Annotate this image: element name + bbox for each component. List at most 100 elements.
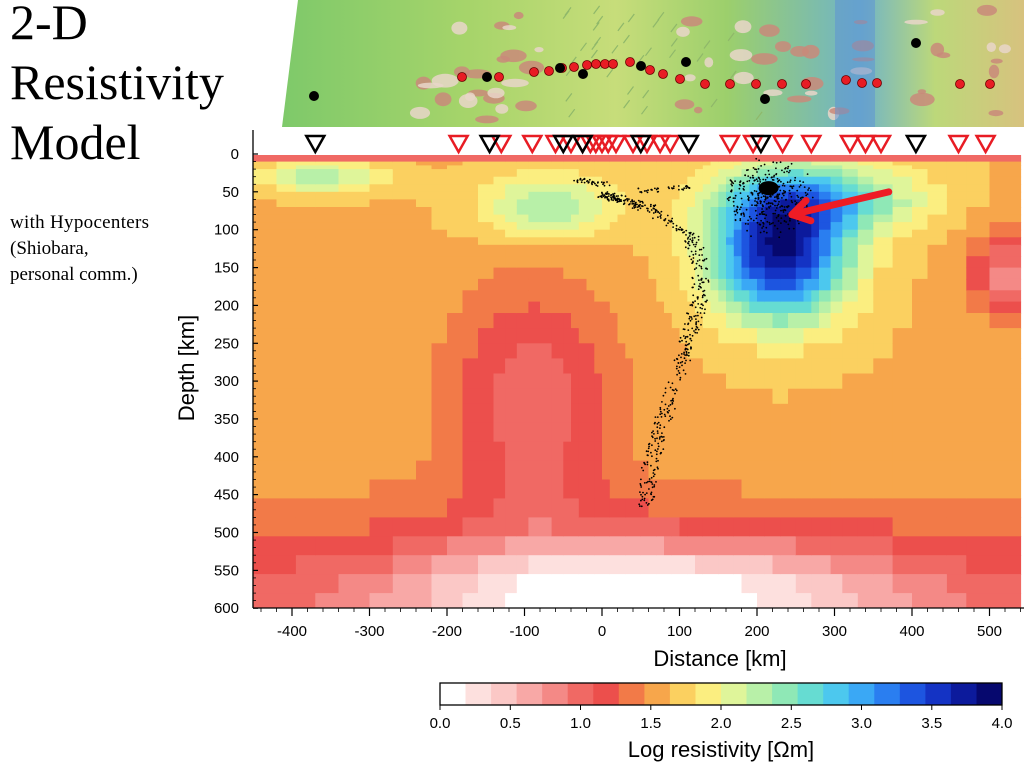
hypocenter-point bbox=[792, 227, 795, 230]
heatmap-cell bbox=[989, 403, 1022, 424]
heatmap-cell bbox=[528, 441, 541, 462]
heatmap-cell bbox=[369, 358, 394, 375]
hypocenter-point bbox=[676, 373, 678, 376]
heatmap-cell bbox=[505, 214, 518, 223]
heatmap-cell bbox=[633, 229, 642, 238]
heatmap-cell bbox=[505, 176, 518, 185]
heatmap-cell bbox=[648, 301, 657, 314]
map-dot-red bbox=[529, 67, 539, 77]
hypocenter-point bbox=[777, 215, 780, 218]
heatmap-cell bbox=[946, 313, 967, 329]
heatmap-cell bbox=[912, 460, 929, 481]
hypocenter-point bbox=[799, 197, 802, 200]
heatmap-cell bbox=[772, 290, 781, 303]
heatmap-cell bbox=[989, 422, 1022, 443]
hypocenter-point bbox=[645, 502, 648, 504]
hypocenter-point bbox=[663, 426, 666, 429]
heatmap-cell bbox=[551, 222, 564, 231]
map-dot-black bbox=[636, 61, 646, 71]
heatmap-cell bbox=[671, 422, 681, 443]
heatmap-cell bbox=[679, 536, 688, 556]
heatmap-cell bbox=[749, 290, 758, 303]
heatmap-cell bbox=[764, 555, 774, 575]
hypocenter-point bbox=[740, 213, 743, 216]
heatmap-cell bbox=[338, 267, 371, 280]
heatmap-cell bbox=[912, 517, 929, 537]
heatmap-cell bbox=[648, 165, 657, 170]
hypocenter-point bbox=[782, 182, 785, 185]
heatmap-cell bbox=[447, 267, 464, 280]
hypocenter-point bbox=[765, 226, 768, 229]
heatmap-cell bbox=[586, 313, 595, 329]
heatmap-cell bbox=[928, 612, 948, 632]
heatmap-cell bbox=[633, 555, 642, 575]
hypocenter-point bbox=[608, 199, 610, 202]
heatmap-cell bbox=[505, 290, 518, 303]
heatmap-cell bbox=[892, 155, 913, 159]
heatmap-cell bbox=[857, 343, 874, 359]
heatmap-cell bbox=[563, 574, 572, 594]
heatmap-cell bbox=[892, 278, 913, 291]
hypocenter-point bbox=[772, 222, 774, 224]
heatmap-cell bbox=[726, 161, 735, 166]
hypocenter-point bbox=[682, 369, 685, 372]
heatmap-cell bbox=[788, 403, 797, 424]
hypocenter-point bbox=[631, 199, 633, 202]
heatmap-cell bbox=[966, 388, 991, 405]
hypocenter-point bbox=[734, 197, 736, 200]
heatmap-cell bbox=[578, 343, 588, 359]
hypocenter-point bbox=[603, 184, 606, 187]
hypocenter-point bbox=[686, 185, 689, 188]
hypocenter-point bbox=[692, 243, 695, 246]
hypocenter-point bbox=[739, 219, 742, 222]
heatmap-cell bbox=[718, 593, 727, 608]
heatmap-cell bbox=[733, 199, 743, 208]
heatmap-cell bbox=[447, 169, 464, 178]
hypocenter-point bbox=[641, 200, 644, 203]
heatmap-cell bbox=[780, 358, 789, 375]
heatmap-cell bbox=[780, 199, 789, 208]
heatmap-cell bbox=[586, 214, 595, 223]
heatmap-cell bbox=[416, 222, 433, 231]
hypocenter-point bbox=[695, 267, 698, 269]
heatmap-cell bbox=[966, 165, 991, 170]
hypocenter-point bbox=[647, 447, 650, 450]
heatmap-cell bbox=[369, 256, 394, 269]
heatmap-cell bbox=[571, 244, 580, 257]
hypocenter-point bbox=[655, 457, 658, 460]
y-tick-label: 400 bbox=[214, 449, 239, 466]
heatmap-cell bbox=[493, 479, 506, 499]
hypocenter-point bbox=[769, 205, 772, 208]
heatmap-cell bbox=[687, 229, 696, 238]
heatmap-cell bbox=[578, 256, 588, 269]
heatmap-cell bbox=[648, 373, 657, 390]
hypocenter-point bbox=[695, 314, 697, 317]
hypocenter-point bbox=[662, 439, 665, 442]
heatmap-cell bbox=[892, 237, 913, 246]
heatmap-cell bbox=[989, 244, 1022, 257]
heatmap-cell bbox=[617, 278, 626, 291]
heatmap-cell bbox=[749, 199, 758, 208]
colorbar-cell bbox=[593, 683, 620, 705]
heatmap-cell bbox=[276, 498, 297, 518]
hypocenter-point bbox=[769, 195, 772, 197]
heatmap-cell bbox=[741, 301, 750, 314]
heatmap-cell bbox=[811, 161, 820, 166]
heatmap-cell bbox=[718, 165, 727, 170]
heatmap-cell bbox=[516, 517, 529, 537]
heatmap-cell bbox=[640, 229, 650, 238]
map-relief-patch bbox=[802, 44, 820, 59]
hypocenter-point bbox=[645, 481, 648, 484]
hypocenter-point bbox=[757, 194, 760, 197]
heatmap-cell bbox=[276, 237, 297, 246]
heatmap-cell bbox=[563, 229, 572, 238]
heatmap-cell bbox=[803, 343, 812, 359]
heatmap-cell bbox=[780, 267, 789, 280]
heatmap-cell bbox=[578, 441, 588, 462]
heatmap-cell bbox=[505, 358, 518, 375]
heatmap-cell bbox=[671, 373, 681, 390]
heatmap-cell bbox=[912, 237, 929, 246]
heatmap-cell bbox=[369, 403, 394, 424]
hypocenter-point bbox=[732, 200, 735, 203]
heatmap-cell bbox=[772, 422, 781, 443]
